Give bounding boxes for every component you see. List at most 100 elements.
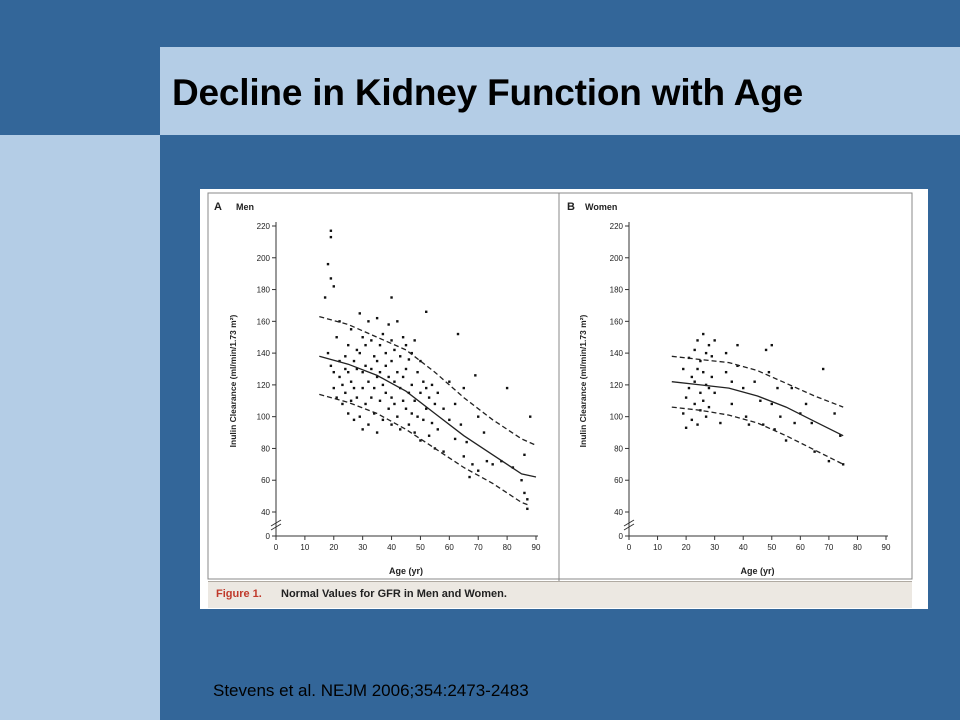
data-point <box>693 380 696 383</box>
data-point <box>462 455 465 458</box>
x-tick-label: 70 <box>824 543 833 552</box>
data-point <box>693 348 696 352</box>
slide-title: Decline in Kidney Function with Age <box>172 72 803 113</box>
panel-title: Men <box>236 202 254 212</box>
data-point <box>520 479 523 482</box>
data-point <box>370 396 373 399</box>
data-point <box>682 367 685 371</box>
data-point <box>326 351 330 355</box>
data-point <box>707 343 711 347</box>
chart-panel-men: A Men 0 40 60 80 100 120 140 160 180 200 220 0 10 20 30 4… <box>214 201 541 576</box>
caption-label: Figure 1. <box>216 588 262 600</box>
y-axis-label: Inulin Clearance (ml/min/1.73 m²) <box>578 314 588 447</box>
x-tick-label: 30 <box>710 543 719 552</box>
data-point <box>419 439 422 442</box>
data-point <box>436 391 439 395</box>
data-point <box>364 343 367 347</box>
data-point <box>425 407 428 410</box>
y-tick-label: 40 <box>614 508 623 517</box>
data-point <box>361 428 364 431</box>
data-point <box>436 428 439 431</box>
data-point <box>361 386 364 390</box>
data-point <box>684 396 688 399</box>
fit-line-dashed <box>671 355 844 408</box>
x-tick-label: 0 <box>274 543 279 552</box>
x-axis-label: Age (yr) <box>740 566 774 576</box>
caption-text: Normal Values for GFR in Men and Women. <box>281 588 507 600</box>
data-point <box>696 423 699 426</box>
data-point <box>378 399 382 402</box>
data-point <box>793 421 796 425</box>
data-point <box>390 359 393 363</box>
data-point <box>329 235 333 239</box>
x-tick-label: 50 <box>416 543 425 552</box>
data-point <box>710 375 714 379</box>
data-point <box>433 402 437 406</box>
data-point <box>767 370 771 374</box>
x-tick-label: 0 <box>627 543 632 552</box>
data-point <box>707 386 711 390</box>
data-point <box>370 367 373 371</box>
data-point <box>390 296 393 299</box>
data-point <box>841 463 845 466</box>
data-point <box>453 437 457 441</box>
figure-caption: Figure 1. Normal Values for GFR in Men a… <box>208 581 912 608</box>
data-point <box>361 370 364 374</box>
figure: A Men 0 40 60 80 100 120 140 160 180 200 220 0 10 20 30 4… <box>200 189 928 609</box>
data-point <box>736 343 739 347</box>
data-point <box>381 332 385 336</box>
data-point <box>364 402 367 406</box>
data-point <box>827 459 831 463</box>
data-point <box>401 399 405 402</box>
data-point <box>349 399 353 402</box>
y-tick-label: 200 <box>610 254 624 263</box>
data-point <box>747 423 751 426</box>
panel-letter: A <box>214 201 222 213</box>
data-point <box>430 421 434 425</box>
data-point <box>387 323 390 326</box>
data-point <box>764 348 768 352</box>
data-point <box>684 426 688 429</box>
data-point <box>485 459 489 463</box>
citation: Stevens et al. NEJM 2006;354:2473-2483 <box>213 681 529 700</box>
fit-line-solid <box>319 355 537 478</box>
x-tick-label: 80 <box>503 543 512 552</box>
data-point <box>344 367 347 371</box>
axis-break-mark <box>623 519 635 527</box>
data-point <box>804 402 808 406</box>
y-tick-label: 80 <box>614 444 623 453</box>
data-point <box>693 402 696 406</box>
data-point <box>387 407 390 410</box>
data-point <box>390 339 393 342</box>
data-point <box>335 336 338 339</box>
y-tick-label: 120 <box>257 381 271 390</box>
data-point <box>338 359 341 363</box>
data-point <box>744 415 748 418</box>
data-point <box>448 380 451 383</box>
left-decor-band <box>0 135 160 720</box>
data-point <box>422 418 425 422</box>
data-point <box>326 262 330 266</box>
data-point <box>375 316 379 320</box>
y-tick-label: 120 <box>610 381 624 390</box>
y-tick-label: 220 <box>610 222 624 231</box>
data-point <box>335 396 338 399</box>
data-point <box>471 463 474 466</box>
data-point <box>375 359 379 363</box>
y-tick-label: 100 <box>257 413 271 422</box>
data-point <box>730 402 733 406</box>
data-point <box>736 364 739 368</box>
data-point <box>355 396 359 399</box>
data-point <box>349 328 353 331</box>
data-point <box>702 399 705 402</box>
y-tick-label: 180 <box>610 286 624 295</box>
data-point <box>344 391 347 395</box>
chart-panel-women: B Women 0 40 60 80 100 120 140 160 180 200 220 0 10 20 3… <box>567 201 891 576</box>
data-point <box>790 386 793 390</box>
data-point <box>404 367 408 371</box>
data-point <box>364 364 367 368</box>
data-point <box>442 450 445 453</box>
y-tick-label: 40 <box>261 508 270 517</box>
data-point <box>413 399 416 402</box>
